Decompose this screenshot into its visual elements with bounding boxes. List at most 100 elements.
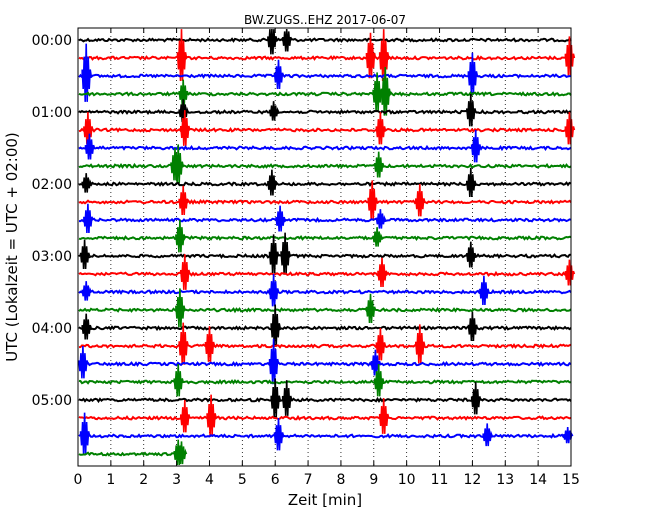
trace-row	[78, 343, 572, 349]
trace-row	[78, 396, 572, 404]
x-axis-label: Zeit [min]	[288, 491, 362, 509]
trace-spike	[380, 66, 392, 116]
trace-row	[78, 54, 572, 62]
trace-spike	[375, 111, 387, 145]
trace-spike	[479, 275, 490, 306]
trace-row	[78, 360, 572, 368]
trace-spike	[84, 133, 96, 160]
trace-spike	[267, 28, 278, 55]
trace-spike	[83, 111, 94, 145]
trace-spike	[281, 28, 293, 52]
x-tick-label: 5	[238, 472, 247, 488]
trace-row	[78, 162, 572, 169]
trace-spike	[180, 399, 191, 433]
trace-spike	[180, 254, 191, 290]
trace-row	[78, 253, 572, 259]
y-tick-label: 04:00	[32, 321, 72, 337]
trace-spike	[470, 129, 482, 163]
y-tick-label: 05:00	[32, 393, 72, 409]
trace-row	[78, 235, 572, 242]
y-tick-label: 01:00	[32, 105, 72, 121]
trace-spike	[375, 327, 387, 361]
trace-spike	[270, 304, 281, 347]
x-tick-label: 7	[304, 472, 313, 488]
x-tick-label: 15	[562, 472, 580, 488]
trace-spike	[273, 59, 285, 90]
x-tick-label: 8	[336, 472, 345, 488]
y-tick-label: 03:00	[32, 249, 72, 265]
trace-row	[79, 216, 572, 223]
trace-spike	[204, 326, 216, 362]
trace-spike	[178, 185, 189, 216]
trace-row	[78, 73, 571, 79]
trace-spike	[365, 293, 377, 324]
trace-row	[78, 126, 572, 133]
trace-spike	[466, 167, 477, 198]
trace-spike	[81, 281, 92, 301]
trace-row	[78, 288, 572, 296]
trace-spike	[273, 417, 285, 451]
x-tick-label: 3	[172, 472, 181, 488]
plot-frame	[77, 27, 572, 467]
trace-spike	[372, 72, 383, 112]
trace-spike	[564, 36, 576, 76]
trace-spike	[83, 203, 94, 234]
trace-spike	[373, 151, 385, 178]
x-tick-label: 1	[106, 472, 115, 488]
y-tick-label: 00:00	[32, 33, 72, 49]
trace-spike	[372, 227, 383, 247]
trace-spike	[365, 32, 377, 79]
trace-spike	[415, 324, 426, 364]
trace-spike	[564, 259, 576, 286]
trace-spike	[268, 273, 280, 307]
trace-row	[78, 91, 572, 98]
trace-spike	[375, 209, 387, 229]
trace-spike	[78, 345, 89, 379]
trace-spike	[466, 241, 477, 268]
trace-spike	[378, 398, 390, 434]
trace-spike	[173, 144, 184, 184]
trace-spike	[268, 338, 280, 385]
trace-spike	[267, 169, 278, 196]
trace-row	[78, 108, 572, 116]
trace-row	[78, 144, 572, 152]
trace-spike	[178, 322, 189, 365]
trace-spike	[280, 232, 291, 275]
trace-spike	[180, 110, 191, 146]
x-tick-label: 6	[271, 472, 280, 488]
x-tick-label: 11	[431, 472, 449, 488]
y-tick-label: 02:00	[32, 177, 72, 193]
x-axis-ticks: 0 1 2 3 4 5 6 7 8 9 10 11 12 13 14 15	[74, 28, 580, 488]
trace-spike	[378, 29, 390, 82]
trace-row	[78, 306, 572, 314]
trace-spike	[173, 363, 184, 397]
trace-row	[78, 181, 572, 187]
trace-row	[78, 378, 571, 385]
trace-spike	[564, 111, 576, 145]
trace-spike	[79, 412, 91, 455]
trace-spike	[275, 205, 286, 232]
trace-row	[78, 432, 572, 439]
x-tick-label: 4	[205, 472, 214, 488]
trace-row	[78, 451, 187, 457]
trace-spike	[270, 378, 281, 418]
trace-spike	[175, 219, 186, 253]
x-tick-label: 12	[463, 472, 481, 488]
trace-spike	[81, 173, 92, 193]
y-axis-ticks: 00:00 01:00 02:00 03:00 04:00 05:00	[32, 33, 83, 409]
trace-spike	[268, 234, 280, 274]
trace-spike	[206, 394, 217, 437]
trace-spike	[268, 101, 280, 121]
trace-spike	[178, 79, 189, 106]
trace-spike	[467, 311, 479, 342]
chart-title: BW.ZUGS..EHZ 2017-06-07	[244, 13, 406, 27]
trace-spike	[281, 380, 293, 416]
x-tick-label: 9	[369, 472, 378, 488]
trace-spike	[178, 99, 189, 123]
x-tick-label: 2	[139, 472, 148, 488]
trace-row	[78, 414, 572, 421]
x-tick-label: 10	[398, 472, 416, 488]
x-tick-label: 0	[74, 472, 83, 488]
trace-spike	[79, 239, 91, 270]
trace-spike	[470, 381, 482, 415]
